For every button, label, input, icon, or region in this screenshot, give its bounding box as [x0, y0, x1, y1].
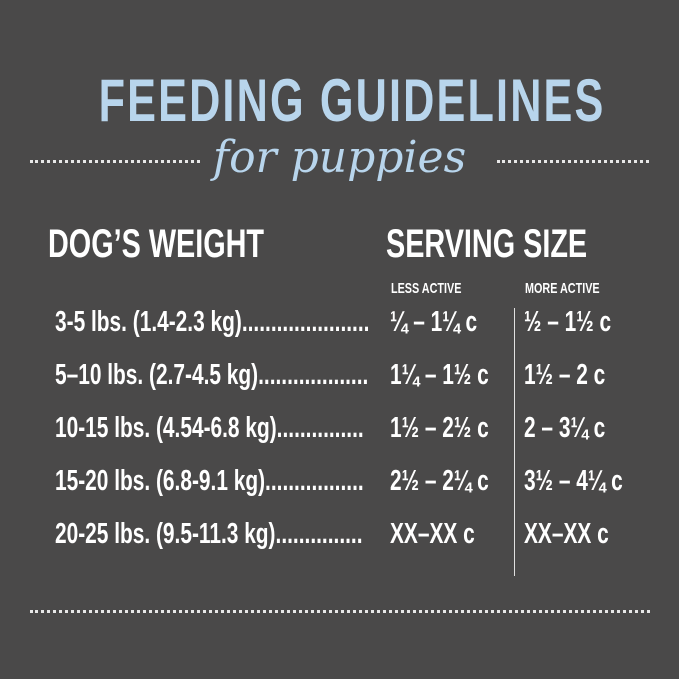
row-weight: 15-20 lbs. (6.8-9.1 kg)................. — [55, 465, 364, 497]
row-less: ¼ – 1¼ c — [390, 306, 478, 338]
more-active-header: MORE ACTIVE — [525, 280, 600, 297]
row-weight: 20-25 lbs. (9.5-11.3 kg)............... — [55, 518, 363, 550]
weight-header: DOG’S WEIGHT — [48, 222, 264, 266]
dotted-divider-right — [497, 160, 649, 163]
subtitle: for puppies — [212, 132, 467, 183]
less-active-header: LESS ACTIVE — [391, 280, 462, 297]
row-less: XX–XX c — [390, 518, 475, 550]
dotted-divider-bottom — [30, 610, 650, 613]
row-more: ½ – 1½ c — [524, 306, 612, 338]
row-weight: 5–10 lbs. (2.7-4.5 kg)..................… — [55, 359, 369, 391]
row-more: 2 – 3¼ c — [524, 412, 606, 444]
row-weight: 10-15 lbs. (4.54-6.8 kg)............... — [55, 412, 364, 444]
row-more: XX–XX c — [524, 518, 609, 550]
row-more: 1½ – 2 c — [524, 359, 606, 391]
row-less: 2½ – 2¼ c — [390, 465, 489, 497]
dotted-divider-left — [30, 160, 200, 163]
title-text: FEEDING GUIDELINES — [98, 67, 606, 134]
row-more: 3½ – 4¼ c — [524, 465, 623, 497]
row-weight: 3-5 lbs. (1.4-2.3 kg)...................… — [55, 306, 370, 338]
row-less: 1¼ – 1½ c — [390, 359, 489, 391]
page-title: FEEDING GUIDELINES — [0, 66, 679, 135]
column-divider — [514, 308, 515, 576]
row-less: 1½ – 2½ c — [390, 412, 489, 444]
serving-header: SERVING SIZE — [386, 222, 588, 266]
